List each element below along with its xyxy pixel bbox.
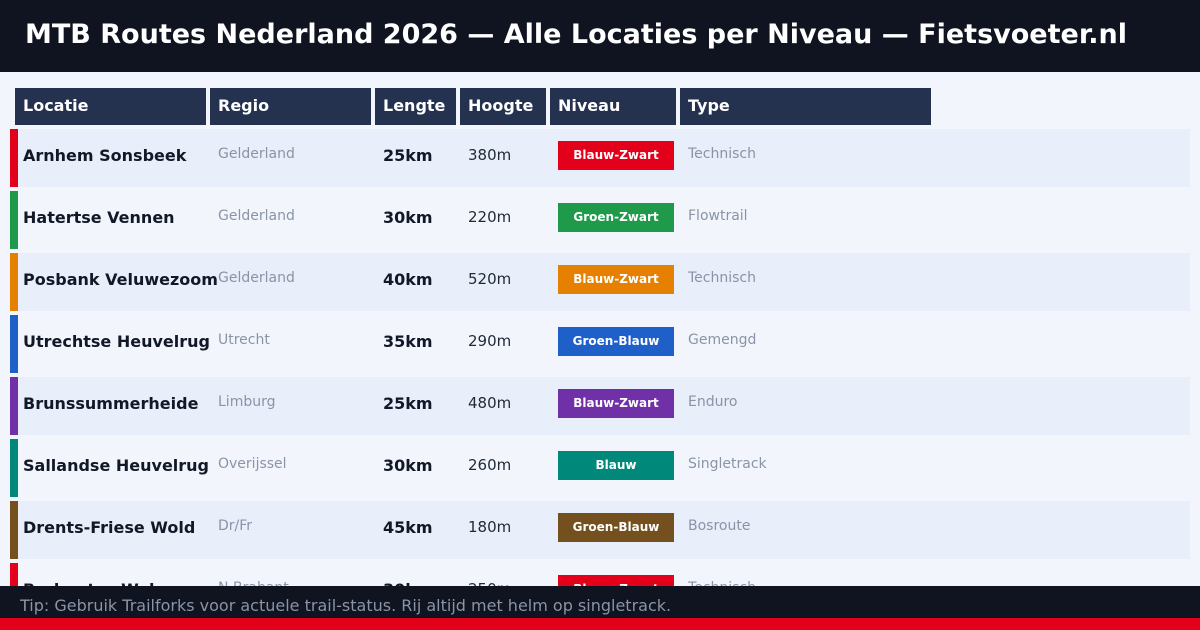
- cell-type: Technisch: [688, 146, 756, 162]
- level-color-bar: [10, 191, 18, 249]
- level-color-bar: [10, 253, 18, 311]
- cell-locatie: Arnhem Sonsbeek: [23, 146, 187, 165]
- footer-tip: Tip: Gebruik Trailforks voor actuele tra…: [0, 586, 1200, 618]
- cell-regio: Utrecht: [218, 332, 270, 348]
- cell-hoogte: 220m: [468, 208, 512, 226]
- cell-locatie: Utrechtse Heuvelrug: [23, 332, 210, 351]
- cell-regio: Gelderland: [218, 146, 295, 162]
- cell-locatie: Drents-Friese Wold: [23, 518, 196, 537]
- level-badge: Groen-Zwart: [558, 203, 674, 232]
- table-row[interactable]: Hatertse Vennen Gelderland 30km 220m Gro…: [10, 191, 1190, 249]
- table-row[interactable]: Drents-Friese Wold Dr/Fr 45km 180m Groen…: [10, 501, 1190, 559]
- cell-regio: Gelderland: [218, 208, 295, 224]
- col-header-lengte[interactable]: Lengte: [375, 88, 456, 125]
- table-row[interactable]: Arnhem Sonsbeek Gelderland 25km 380m Bla…: [10, 129, 1190, 187]
- cell-type: Bosroute: [688, 518, 751, 534]
- cell-hoogte: 380m: [468, 146, 512, 164]
- level-badge: Groen-Blauw: [558, 327, 674, 356]
- level-color-bar: [10, 501, 18, 559]
- cell-locatie: Posbank Veluwezoom: [23, 270, 218, 289]
- level-badge: Blauw-Zwart: [558, 265, 674, 294]
- cell-type: Technisch: [688, 270, 756, 286]
- cell-lengte: 25km: [383, 394, 433, 413]
- cell-locatie: Hatertse Vennen: [23, 208, 175, 227]
- cell-regio: Dr/Fr: [218, 518, 253, 534]
- cell-type: Enduro: [688, 394, 738, 410]
- cell-type: Flowtrail: [688, 208, 748, 224]
- cell-regio: Overijssel: [218, 456, 287, 472]
- cell-type: Singletrack: [688, 456, 767, 472]
- cell-hoogte: 290m: [468, 332, 512, 350]
- col-header-niveau[interactable]: Niveau: [550, 88, 676, 125]
- cell-hoogte: 180m: [468, 518, 512, 536]
- table-row[interactable]: Posbank Veluwezoom Gelderland 40km 520m …: [10, 253, 1190, 311]
- col-header-hoogte[interactable]: Hoogte: [460, 88, 546, 125]
- table-row[interactable]: Utrechtse Heuvelrug Utrecht 35km 290m Gr…: [10, 315, 1190, 373]
- level-color-bar: [10, 129, 18, 187]
- cell-lengte: 30km: [383, 208, 433, 227]
- cell-hoogte: 480m: [468, 394, 512, 412]
- accent-strip: [0, 618, 1200, 630]
- level-badge: Blauw-Zwart: [558, 141, 674, 170]
- level-color-bar: [10, 377, 18, 435]
- page-title: MTB Routes Nederland 2026 — Alle Locatie…: [0, 0, 1200, 72]
- col-header-locatie[interactable]: Locatie: [15, 88, 206, 125]
- level-badge: Blauw: [558, 451, 674, 480]
- cell-lengte: 40km: [383, 270, 433, 289]
- cell-regio: Gelderland: [218, 270, 295, 286]
- cell-lengte: 30km: [383, 456, 433, 475]
- cell-hoogte: 520m: [468, 270, 512, 288]
- col-header-type[interactable]: Type: [680, 88, 931, 125]
- cell-lengte: 45km: [383, 518, 433, 537]
- cell-locatie: Sallandse Heuvelrug: [23, 456, 210, 475]
- table-row[interactable]: Sallandse Heuvelrug Overijssel 30km 260m…: [10, 439, 1190, 497]
- cell-hoogte: 260m: [468, 456, 512, 474]
- col-header-regio[interactable]: Regio: [210, 88, 371, 125]
- level-badge: Blauw-Zwart: [558, 389, 674, 418]
- cell-locatie: Brunssummerheide: [23, 394, 199, 413]
- cell-lengte: 25km: [383, 146, 433, 165]
- level-color-bar: [10, 315, 18, 373]
- level-color-bar: [10, 439, 18, 497]
- cell-regio: Limburg: [218, 394, 276, 410]
- cell-lengte: 35km: [383, 332, 433, 351]
- table-row[interactable]: Brunssummerheide Limburg 25km 480m Blauw…: [10, 377, 1190, 435]
- level-badge: Groen-Blauw: [558, 513, 674, 542]
- cell-type: Gemengd: [688, 332, 757, 348]
